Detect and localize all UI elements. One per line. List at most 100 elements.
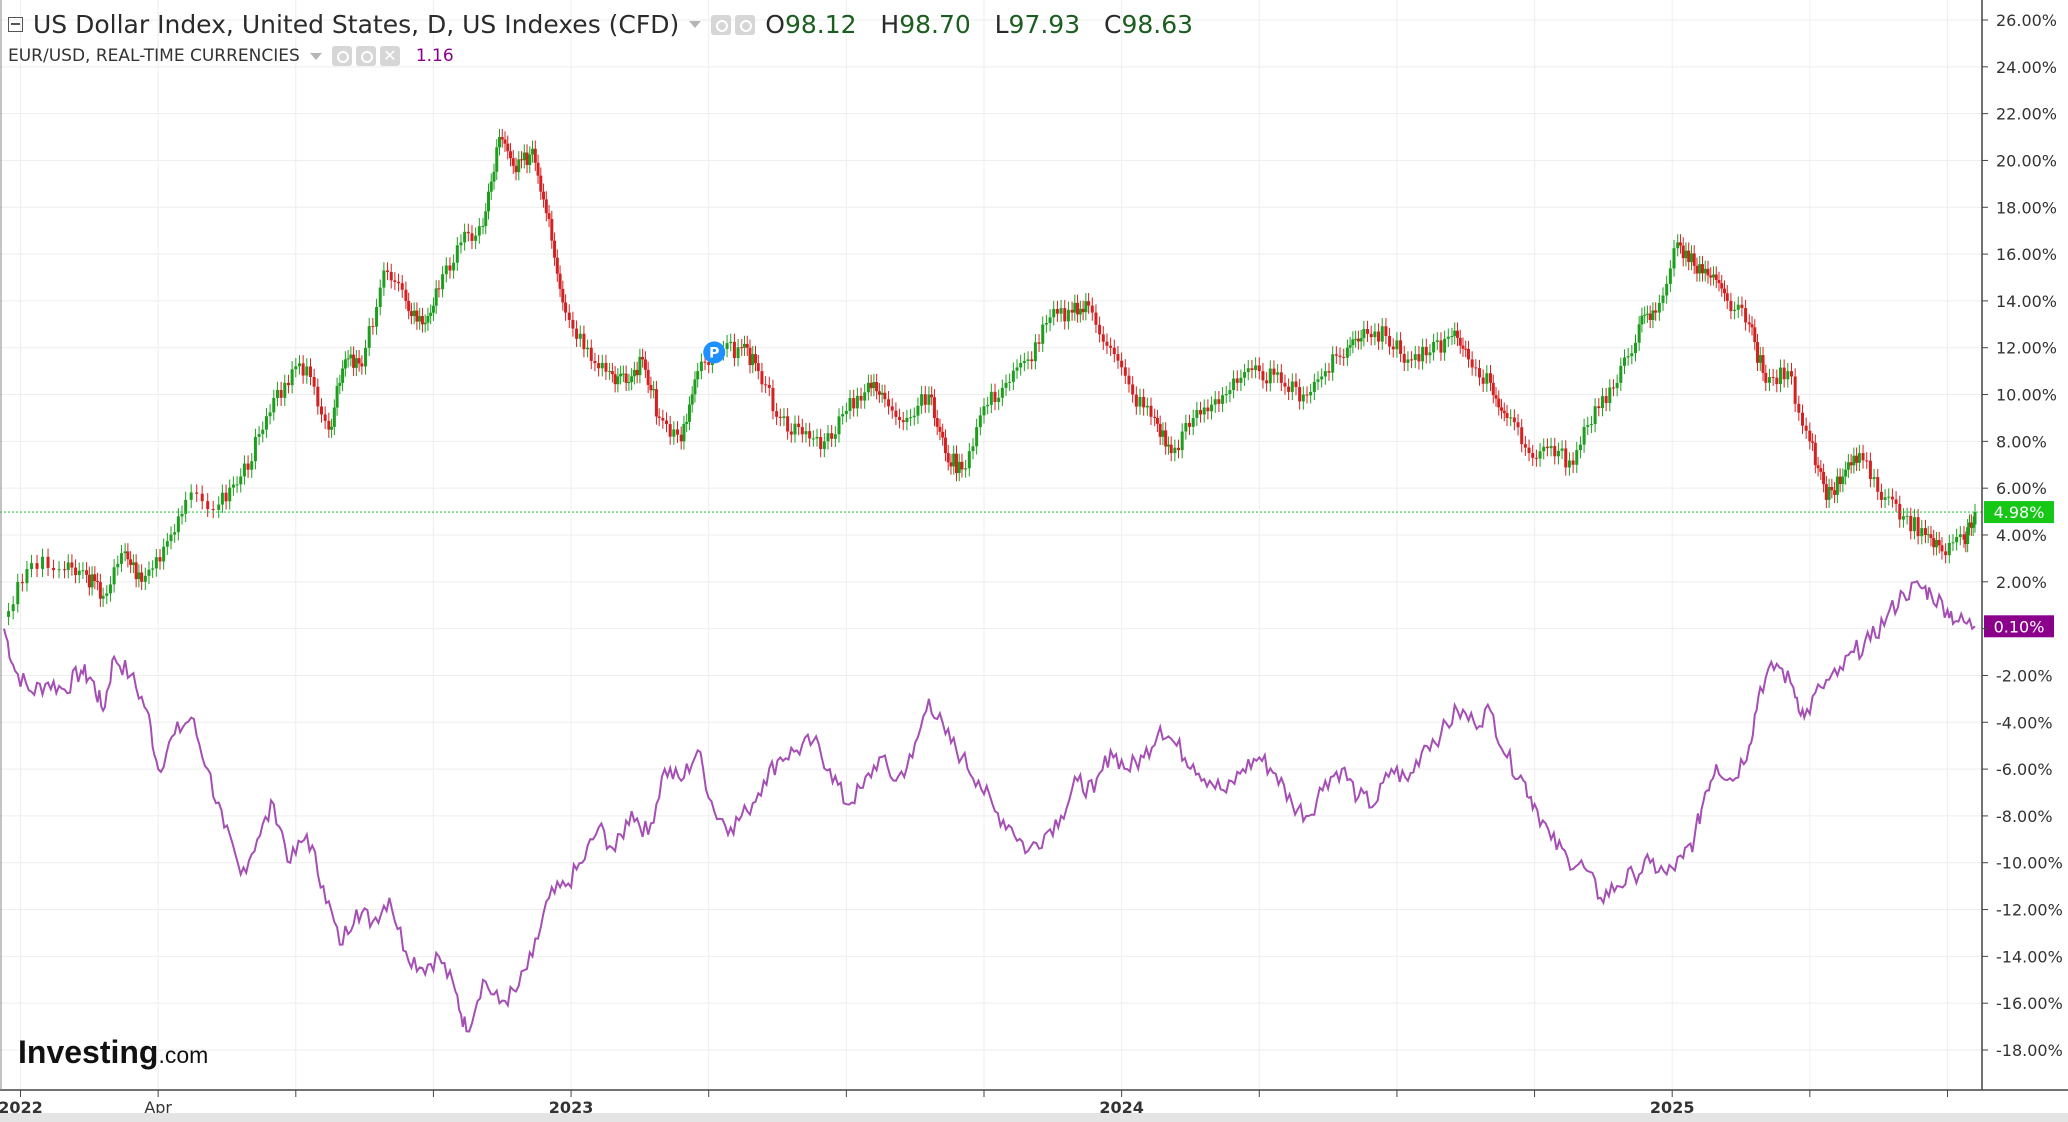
candle-body — [452, 262, 456, 271]
candle-body — [1213, 399, 1217, 405]
candle-body — [690, 394, 694, 405]
collapse-icon[interactable] — [8, 17, 23, 32]
candle-body — [1800, 412, 1804, 426]
candle-body — [1681, 245, 1685, 259]
candle-body — [1709, 275, 1713, 278]
candle-body — [1276, 372, 1280, 375]
candle-body — [1720, 283, 1724, 289]
candle-body — [1331, 354, 1335, 373]
chevron-down-icon[interactable] — [309, 52, 322, 60]
candle-body — [1824, 484, 1828, 500]
candle-body — [1665, 283, 1669, 296]
candle-body — [1578, 444, 1582, 451]
candle-body — [1199, 410, 1203, 415]
candle-body — [930, 394, 934, 398]
candle-body — [1962, 534, 1966, 540]
candle-body — [797, 423, 801, 428]
candle-body — [1432, 341, 1436, 353]
candle-body — [932, 397, 936, 418]
candle-body — [429, 312, 433, 316]
candle-body — [1312, 381, 1316, 392]
candle-body — [740, 347, 744, 349]
gear-icon[interactable] — [735, 14, 756, 35]
candle-body — [1327, 371, 1331, 373]
candle-body — [459, 242, 463, 246]
candle-body — [455, 245, 459, 263]
candle-body — [1684, 250, 1688, 259]
candle-body — [1542, 446, 1546, 452]
candle-body — [1706, 268, 1710, 276]
candle-body — [211, 508, 215, 510]
candle-body — [112, 567, 116, 585]
p-marker[interactable] — [703, 341, 726, 364]
candle-body — [437, 288, 441, 290]
candle-body — [676, 429, 680, 435]
candle-body — [1481, 377, 1485, 384]
candle-body — [1320, 376, 1324, 380]
candle-body — [147, 569, 151, 576]
candle-body — [503, 139, 507, 144]
candle-body — [1254, 365, 1258, 371]
candle-body — [627, 381, 631, 383]
candle-body — [354, 358, 358, 368]
candle-body — [668, 424, 672, 437]
close-icon[interactable]: ✕ — [379, 46, 400, 66]
candle-body — [1926, 534, 1930, 536]
chevron-down-icon[interactable] — [689, 21, 702, 28]
candle-body — [672, 429, 676, 437]
candle-body — [1180, 431, 1184, 451]
candle-body — [1630, 353, 1634, 357]
candle-body — [1323, 371, 1327, 377]
candle-body — [927, 394, 931, 405]
candle-body — [1816, 465, 1820, 469]
ohlc-values: O98.12 H98.70 L97.93 C98.63 — [765, 10, 1194, 39]
candle-body — [1593, 406, 1597, 425]
x-tick-label: 2022 — [0, 1098, 43, 1117]
candle-body — [220, 492, 224, 505]
candle-body — [90, 574, 94, 588]
bottom-scrollbar[interactable] — [0, 1113, 2068, 1122]
gear-icon[interactable] — [355, 46, 376, 66]
candle-body — [137, 572, 141, 580]
candle-body — [294, 366, 298, 370]
candle-body — [1509, 417, 1513, 419]
candle-body — [935, 417, 939, 427]
candle-body — [754, 354, 758, 364]
candle-body — [975, 427, 979, 447]
candle-body — [217, 504, 221, 510]
candle-body — [782, 416, 786, 418]
candle-body — [1342, 356, 1346, 358]
candle-body — [1545, 446, 1549, 449]
candle-body — [1861, 453, 1865, 461]
candle-body — [386, 270, 390, 272]
candle-body — [952, 453, 956, 467]
candle-body — [1973, 512, 1977, 525]
candle-body — [877, 391, 881, 395]
candle-body — [1455, 330, 1459, 338]
candle-body — [1516, 422, 1520, 428]
candle-body — [16, 581, 20, 605]
candle-body — [1228, 390, 1232, 394]
candle-body — [520, 159, 524, 161]
candle-body — [1169, 444, 1173, 454]
candle-body — [875, 382, 879, 392]
candle-body — [978, 415, 982, 428]
candle-body — [679, 434, 683, 442]
eur-last-label-bg — [1984, 615, 2054, 638]
candle-body — [1733, 309, 1737, 312]
visibility-icon[interactable] — [331, 46, 352, 66]
candle-body — [830, 433, 834, 439]
candle-body — [778, 416, 782, 418]
candle-body — [1582, 426, 1586, 445]
candle-body — [941, 431, 945, 438]
candle-body — [1865, 460, 1869, 462]
settings-icon[interactable] — [711, 14, 732, 35]
candle-body — [1502, 410, 1506, 414]
candle-body — [1417, 354, 1421, 362]
candle-body — [1964, 539, 1968, 544]
candle-body — [290, 369, 294, 386]
candle-body — [793, 423, 797, 435]
candle-body — [1309, 391, 1313, 396]
candle-body — [85, 570, 89, 575]
y-tick-label: 10.00% — [1996, 386, 2057, 405]
